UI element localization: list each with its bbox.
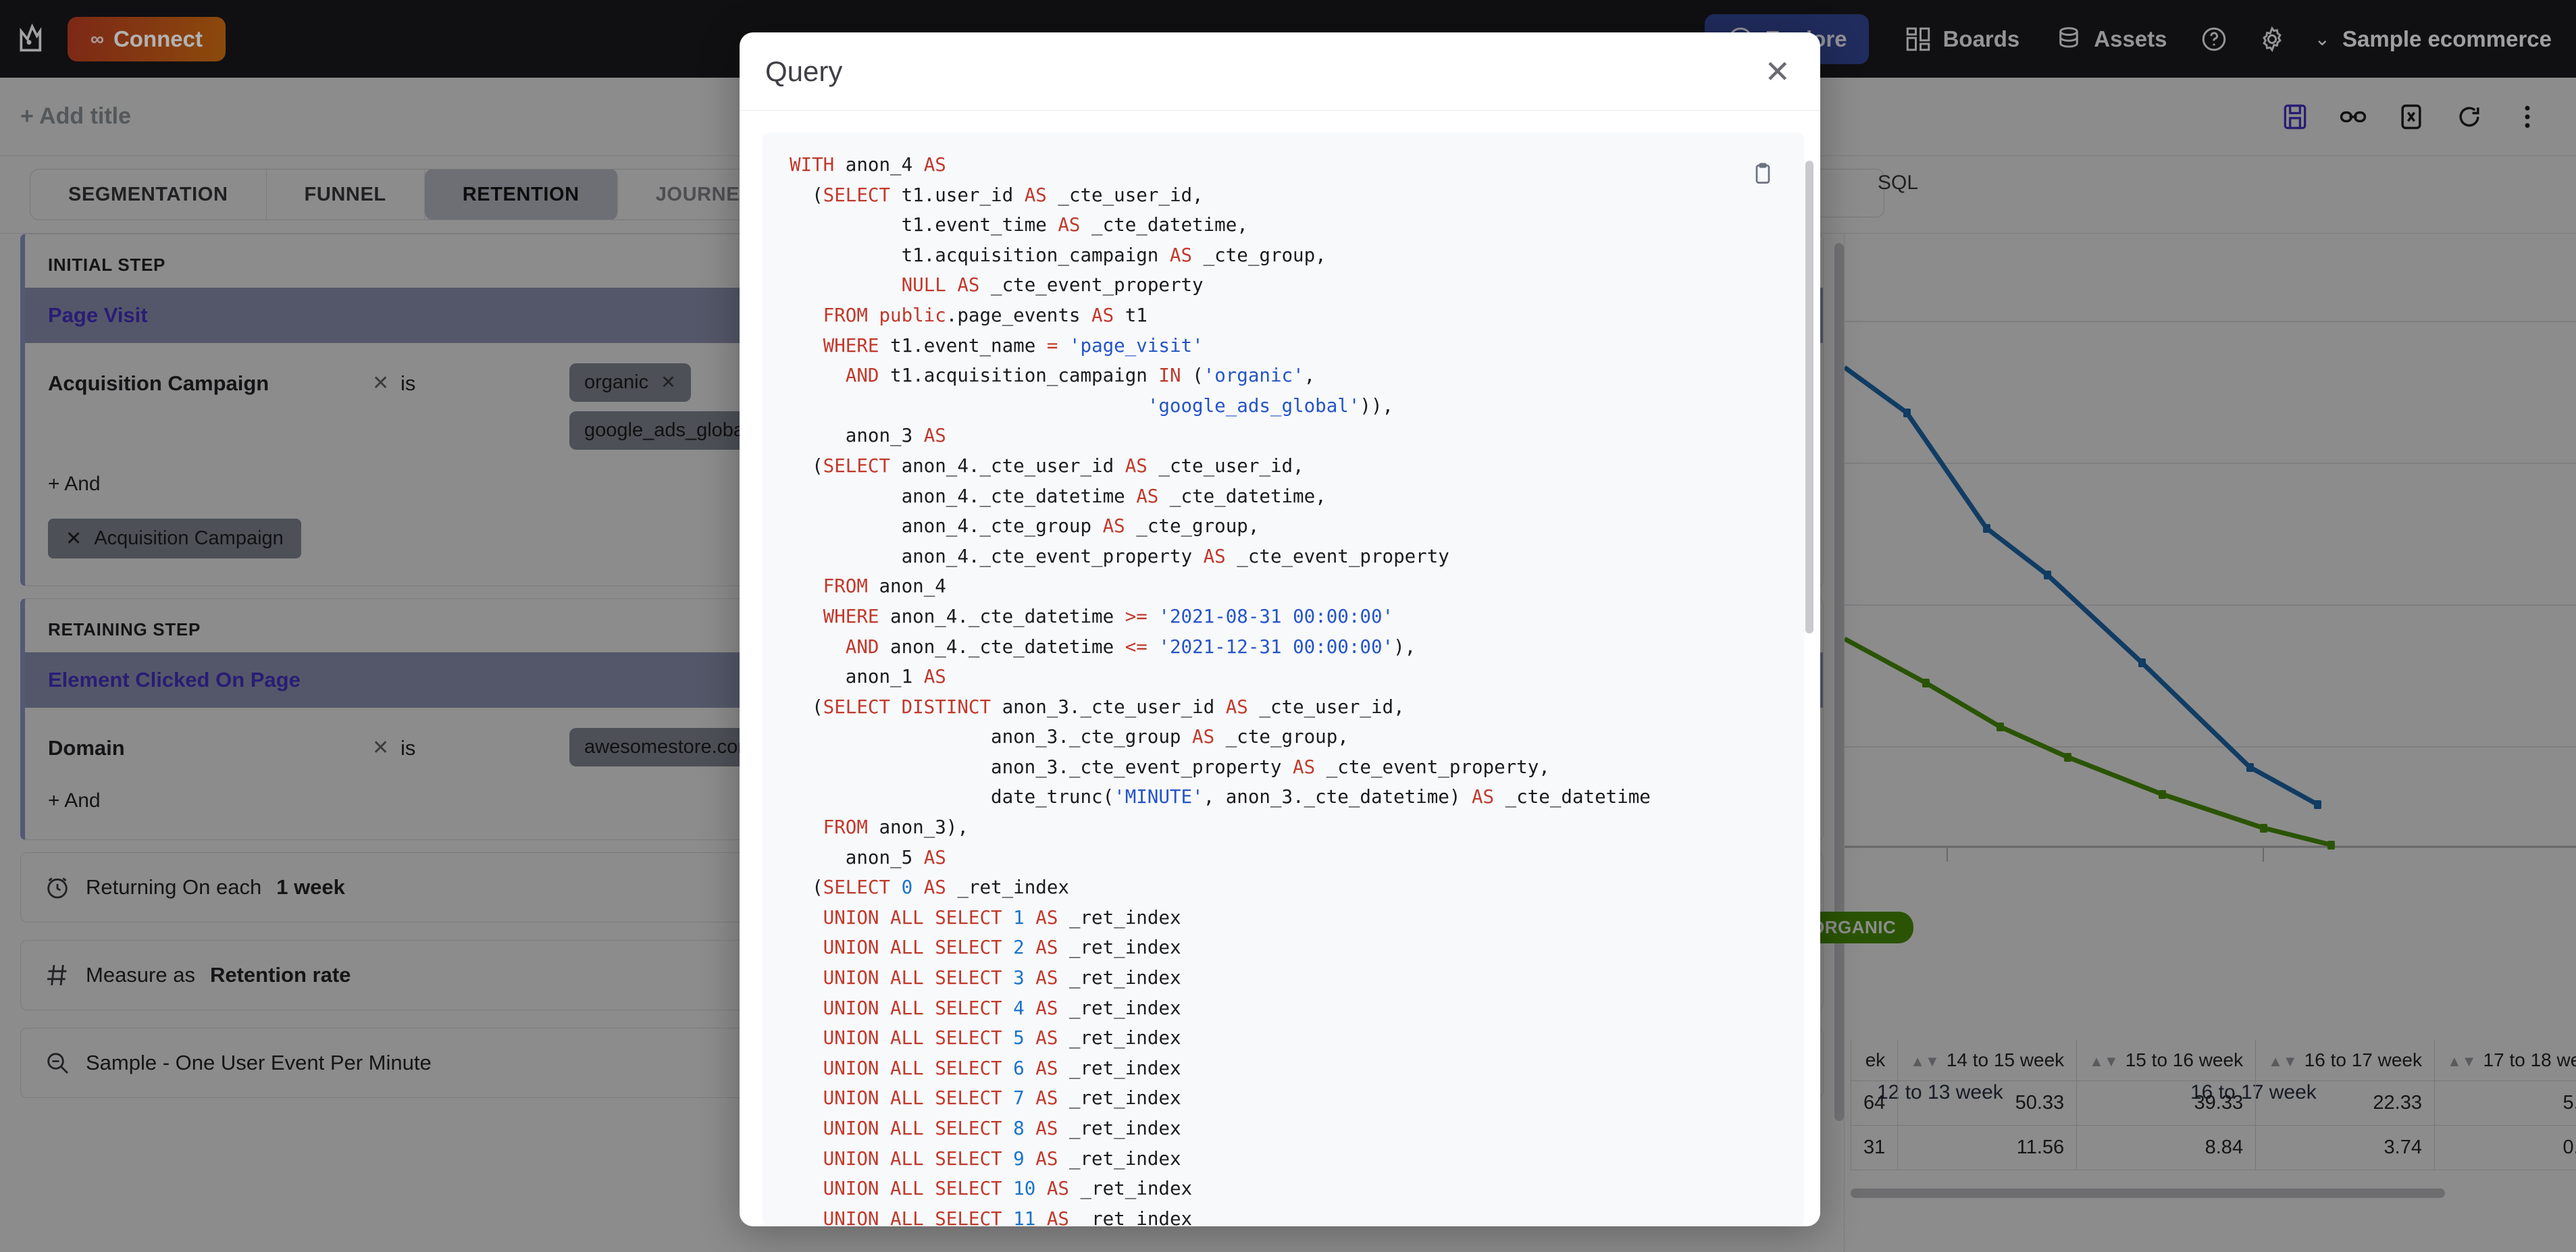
filter-value-chip[interactable]: organic ✕ — [569, 363, 691, 402]
x-icon[interactable]: ✕ — [66, 528, 82, 550]
x-icon[interactable]: ✕ — [372, 737, 390, 759]
breakdown-property-chip[interactable]: ✕ Acquisition Campaign — [48, 519, 301, 558]
table-cell: 22.33 — [2255, 1080, 2435, 1126]
more-vertical-icon[interactable] — [2513, 102, 2542, 132]
table-col-label: 17 to 18 week — [2483, 1049, 2576, 1070]
retaining-step-label: RETAINING STEP — [48, 619, 201, 640]
sql-code-block[interactable]: WITH anon_4 AS (SELECT t1.user_id AS _ct… — [763, 132, 1804, 1226]
filter-operator[interactable]: is — [401, 371, 416, 395]
tab-journey[interactable]: JOURNEY — [655, 183, 754, 205]
table-row: 31 11.56 8.84 3.74 0.68 50.34 — [1850, 1125, 2576, 1170]
sort-updown-icon: ▲▼ — [2268, 1053, 2298, 1070]
builder-scrollbar[interactable] — [1834, 243, 1844, 1121]
refresh-icon[interactable] — [2454, 102, 2484, 132]
breakdown-property-label: Acquisition Campaign — [94, 527, 284, 549]
settings-button[interactable] — [2243, 0, 2301, 78]
filter-value-label: organic — [584, 371, 649, 393]
returning-value: 1 week — [276, 875, 345, 899]
table-cell: 31 — [1850, 1125, 1899, 1170]
workspace-selector[interactable]: ⌄ Sample ecommerce — [2301, 26, 2576, 52]
query-modal-header: Query ✕ — [740, 32, 1820, 111]
sort-updown-icon: ▲▼ — [2446, 1053, 2477, 1070]
returning-prefix: Returning On each — [86, 875, 262, 899]
database-stack-icon — [2055, 25, 2083, 53]
query-modal-title: Query — [765, 55, 843, 87]
table-col-label: 14 to 15 week — [1946, 1049, 2065, 1070]
clock-icon — [44, 874, 71, 901]
table-col-header[interactable]: ▲▼ 17 to 18 week — [2433, 1040, 2576, 1081]
hash-icon — [44, 962, 71, 989]
nav-item-boards-label: Boards — [1942, 26, 2020, 51]
modal-scrollbar[interactable] — [1805, 161, 1813, 633]
sql-toggle-label: SQL — [1878, 172, 1919, 194]
connect-button-label: Connect — [113, 26, 203, 51]
boards-grid-icon — [1904, 25, 1932, 53]
filter-property-name[interactable]: Domain — [48, 736, 125, 760]
query-modal-body: WITH anon_4 AS (SELECT t1.user_id AS _ct… — [740, 111, 1820, 1226]
table-cell: 8.84 — [2076, 1125, 2257, 1170]
nav-item-assets-label: Assets — [2094, 26, 2167, 51]
x-icon[interactable]: ✕ — [372, 372, 390, 394]
query-modal: Query ✕ WITH anon_4 AS (SELECT t1.user_i… — [740, 32, 1820, 1226]
help-button[interactable] — [2185, 0, 2243, 78]
measure-value: Retention rate — [209, 963, 351, 987]
table-cell: 5.33 — [2433, 1080, 2576, 1126]
close-icon[interactable]: ✕ — [1764, 53, 1791, 89]
retention-table-wrap: ek ▲▼ 14 to 15 week ▲▼ 15 to 16 week ▲▼ 16 … — [1850, 1040, 2576, 1170]
link-icon[interactable] — [2338, 102, 2368, 132]
sample-value: Sample - One User Event Per Minute — [86, 1051, 432, 1074]
tab-group: SEGMENTATION FUNNEL RETENTION JOURNEY — [30, 169, 792, 220]
initial-step-label: INITIAL STEP — [48, 255, 166, 275]
clipboard-copy-icon[interactable] — [1739, 150, 1786, 197]
sql-code-text: WITH anon_4 AS (SELECT t1.user_id AS _ct… — [790, 154, 1651, 1226]
measure-prefix: Measure as — [86, 963, 195, 987]
filter-property-name[interactable]: Acquisition Campaign — [48, 371, 269, 395]
add-title-button[interactable]: + Add title — [20, 103, 132, 129]
table-row: 64 50.33 39.33 22.33 5.33 98.67 — [1850, 1080, 2576, 1126]
retention-line-chart — [1845, 321, 2576, 862]
table-cell: 11.56 — [1897, 1125, 2078, 1170]
tab-retention[interactable]: RETENTION — [424, 169, 618, 219]
question-circle-icon — [2200, 25, 2228, 53]
table-cell: 3.74 — [2255, 1125, 2435, 1170]
sort-updown-icon: ▲▼ — [2089, 1053, 2119, 1070]
sort-updown-icon: ▲▼ — [1910, 1053, 1940, 1070]
link-icon: ∞ — [91, 28, 104, 49]
excel-export-icon[interactable] — [2396, 102, 2426, 132]
add-and-condition-button[interactable]: + And — [48, 789, 101, 812]
table-col-label: ek — [1865, 1049, 1886, 1070]
filter-value-label: awesomestore.com — [584, 736, 754, 758]
gear-icon — [2258, 25, 2286, 53]
table-col-header[interactable]: ▲▼ 15 to 16 week — [2076, 1040, 2257, 1081]
x-icon[interactable]: ✕ — [661, 372, 676, 392]
add-and-condition-button[interactable]: + And — [48, 473, 101, 495]
table-col-label: 15 to 16 week — [2125, 1049, 2244, 1070]
workspace-label: Sample ecommerce — [2342, 26, 2552, 51]
connect-button[interactable]: ∞ Connect — [68, 16, 226, 61]
table-header-row: ek ▲▼ 14 to 15 week ▲▼ 15 to 16 week ▲▼ 16 … — [1850, 1040, 2576, 1081]
nav-item-boards[interactable]: Boards — [1886, 0, 2038, 78]
chevron-down-icon: ⌄ — [2314, 28, 2330, 49]
table-col-header[interactable]: ek — [1850, 1040, 1899, 1081]
save-icon[interactable] — [2280, 102, 2310, 132]
tab-segmentation[interactable]: SEGMENTATION — [30, 169, 267, 219]
table-col-header[interactable]: ▲▼ 14 to 15 week — [1897, 1040, 2078, 1081]
table-horizontal-scrollbar[interactable] — [1851, 1189, 2445, 1198]
retention-table: ek ▲▼ 14 to 15 week ▲▼ 15 to 16 week ▲▼ 16 … — [1850, 1040, 2576, 1170]
nav-item-assets[interactable]: Assets — [2037, 0, 2184, 78]
filter-operator[interactable]: is — [401, 736, 416, 760]
flame-chart-logo-icon[interactable] — [15, 20, 53, 58]
search-minus-icon — [44, 1049, 71, 1076]
initial-step-filter-row: Acquisition Campaign ✕ is organic ✕ goog… — [25, 343, 1823, 450]
tab-funnel[interactable]: FUNNEL — [267, 169, 425, 219]
table-cell: 0.68 — [2433, 1125, 2576, 1170]
table-cell: 64 — [1850, 1080, 1899, 1126]
filter-value-label: google_ads_global — [584, 419, 749, 441]
report-toolbar — [2280, 102, 2542, 132]
table-col-label: 16 to 17 week — [2304, 1049, 2422, 1070]
